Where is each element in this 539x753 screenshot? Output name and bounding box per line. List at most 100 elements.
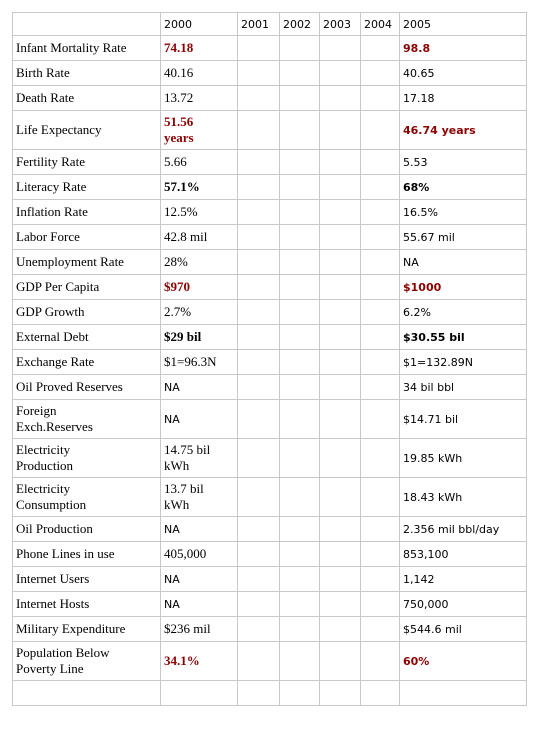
table-row: Electricity Production 14.75 bil kWh 19.85… <box>12 438 527 478</box>
value-cell: 19.85 kWh <box>399 438 527 478</box>
row-label: Unemployment Rate <box>12 249 161 275</box>
empty-cell <box>237 85 280 111</box>
empty-cell <box>279 249 320 275</box>
value-cell: 405,000 <box>160 541 238 567</box>
value-cell: 46.74 years <box>399 110 527 150</box>
empty-cell <box>319 60 361 86</box>
value-cell: 57.1% <box>160 174 238 200</box>
value-cell: 40.16 <box>160 60 238 86</box>
empty-cell <box>279 149 320 175</box>
empty-cell <box>360 374 400 400</box>
empty-cell <box>319 349 361 375</box>
table-row: GDP Per Capita $970 $1000 <box>12 274 527 300</box>
empty-cell <box>279 299 320 325</box>
table-row: Internet Hosts NA 750,000 <box>12 591 527 617</box>
row-label: Foreign Exch.Reserves <box>12 399 161 439</box>
column-header: 2005 <box>399 12 527 36</box>
empty-cell <box>360 110 400 150</box>
table-row: Internet Users NA 1,142 <box>12 566 527 592</box>
value-cell: NA <box>160 566 238 592</box>
empty-cell <box>279 566 320 592</box>
empty-cell <box>237 249 280 275</box>
value-cell: NA <box>160 516 238 542</box>
value-cell: $29 bil <box>160 324 238 350</box>
value-cell: 2.356 mil bbl/day <box>399 516 527 542</box>
value-cell: 2.7% <box>160 299 238 325</box>
empty-cell <box>360 199 400 225</box>
table-row: Oil Production NA 2.356 mil bbl/day <box>12 516 527 542</box>
value-cell: 6.2% <box>399 299 527 325</box>
empty-cell <box>360 616 400 642</box>
empty-cell <box>360 149 400 175</box>
value-cell: $1=132.89N <box>399 349 527 375</box>
empty-cell <box>360 249 400 275</box>
empty-cell <box>237 60 280 86</box>
empty-cell <box>237 149 280 175</box>
value-cell: 34.1% <box>160 641 238 681</box>
column-header: 2001 <box>237 12 280 36</box>
value-cell: 51.56 years <box>160 110 238 150</box>
header-row: 2000 2001 2002 2003 2004 2005 <box>12 12 527 36</box>
empty-cell <box>237 324 280 350</box>
table-row: Foreign Exch.Reserves NA $14.71 bil <box>12 399 527 439</box>
row-label: Life Expectancy <box>12 110 161 150</box>
value-cell: 5.66 <box>160 149 238 175</box>
empty-cell <box>360 35 400 61</box>
empty-cell <box>319 149 361 175</box>
empty-cell <box>360 399 400 439</box>
empty-cell <box>360 299 400 325</box>
row-label: Phone Lines in use <box>12 541 161 567</box>
empty-cell <box>279 349 320 375</box>
value-cell: 34 bil bbl <box>399 374 527 400</box>
value-cell: 750,000 <box>399 591 527 617</box>
empty-cell <box>237 641 280 681</box>
value-cell: 16.5% <box>399 199 527 225</box>
value-cell: NA <box>160 591 238 617</box>
empty-cell <box>319 174 361 200</box>
row-label: Inflation Rate <box>12 199 161 225</box>
table-row: Labor Force 42.8 mil 55.67 mil <box>12 224 527 250</box>
value-cell: 68% <box>399 174 527 200</box>
value-cell: 853,100 <box>399 541 527 567</box>
corner-cell <box>12 12 161 36</box>
empty-cell <box>12 680 161 706</box>
empty-cell <box>279 274 320 300</box>
table-row: Exchange Rate $1=96.3N $1=132.89N <box>12 349 527 375</box>
empty-cell <box>360 224 400 250</box>
empty-cell <box>237 477 280 517</box>
table-row: Unemployment Rate 28% NA <box>12 249 527 275</box>
empty-cell <box>237 399 280 439</box>
empty-cell <box>279 60 320 86</box>
empty-cell <box>360 349 400 375</box>
empty-cell <box>360 324 400 350</box>
empty-cell <box>319 438 361 478</box>
empty-cell <box>160 680 238 706</box>
empty-cell <box>237 199 280 225</box>
row-label: Military Expenditure <box>12 616 161 642</box>
value-cell: 5.53 <box>399 149 527 175</box>
data-table: 2000 2001 2002 2003 2004 2005 Infant Mortality… <box>12 12 527 706</box>
empty-cell <box>319 324 361 350</box>
value-cell: 13.7 bil kWh <box>160 477 238 517</box>
value-cell: $30.55 bil <box>399 324 527 350</box>
empty-cell <box>279 438 320 478</box>
empty-cell <box>237 349 280 375</box>
empty-cell <box>319 249 361 275</box>
empty-cell <box>279 516 320 542</box>
row-label: Labor Force <box>12 224 161 250</box>
column-header: 2002 <box>279 12 320 36</box>
empty-cell <box>279 477 320 517</box>
empty-cell <box>319 641 361 681</box>
row-label: External Debt <box>12 324 161 350</box>
empty-cell <box>237 299 280 325</box>
row-label: Oil Proved Reserves <box>12 374 161 400</box>
empty-cell <box>360 85 400 111</box>
empty-cell <box>279 199 320 225</box>
empty-cell <box>360 438 400 478</box>
value-cell: 60% <box>399 641 527 681</box>
empty-cell <box>319 399 361 439</box>
empty-cell <box>279 374 320 400</box>
row-label: GDP Growth <box>12 299 161 325</box>
empty-cell <box>360 641 400 681</box>
empty-cell <box>237 224 280 250</box>
